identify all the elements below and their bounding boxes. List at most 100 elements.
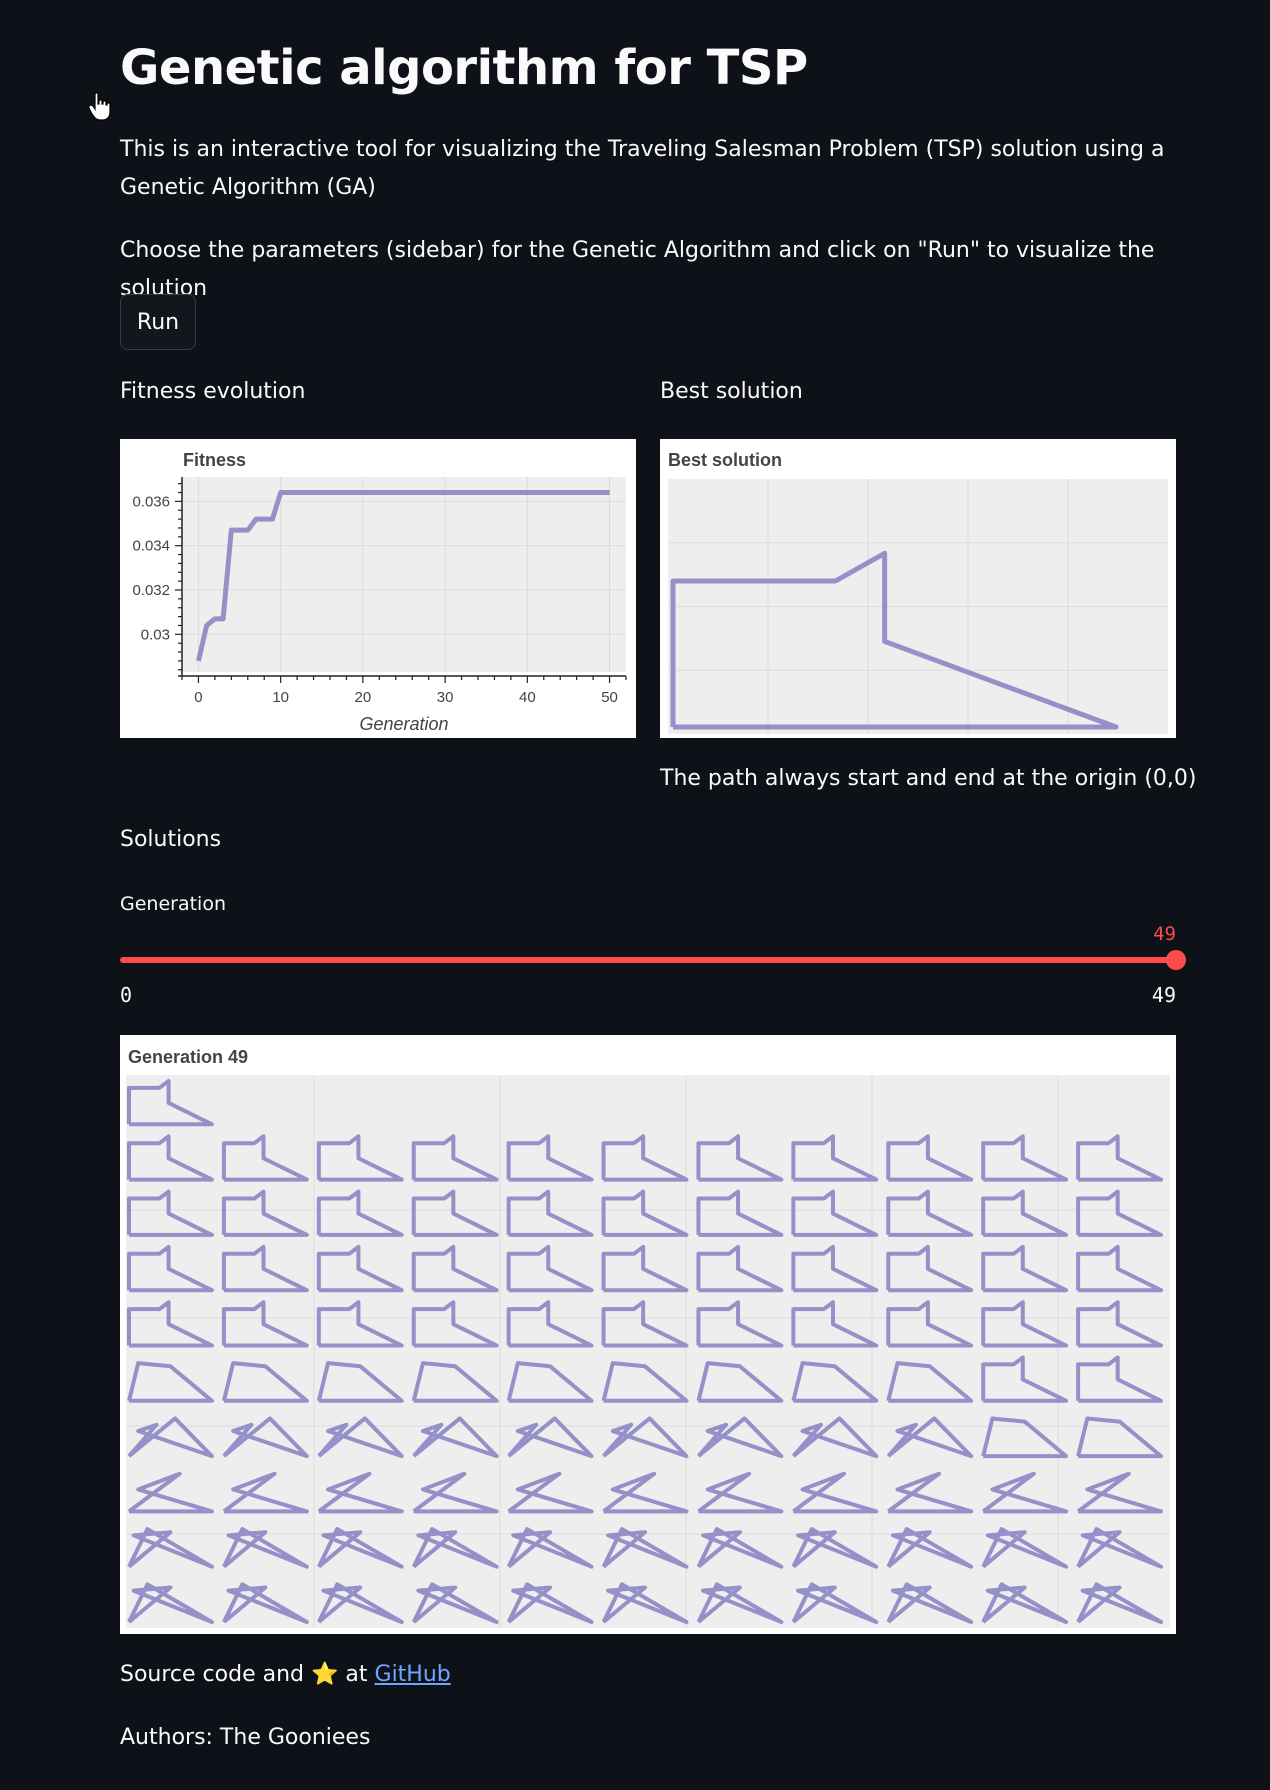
fitness-x-axis-label: Generation bbox=[359, 714, 448, 734]
generation-solution-path bbox=[411, 1361, 499, 1403]
generation-solution-path bbox=[791, 1134, 879, 1182]
source-code-line: Source code and ⭐ at GitHub bbox=[120, 1662, 451, 1687]
generation-grid-chart[interactable]: Generation 49 bbox=[120, 1035, 1176, 1634]
generation-solution-path bbox=[506, 1300, 594, 1348]
generation-solution-path bbox=[886, 1416, 974, 1459]
generation-solution-path bbox=[127, 1134, 214, 1182]
generation-grid-title: Generation 49 bbox=[128, 1047, 248, 1067]
generation-solution-path bbox=[791, 1582, 879, 1624]
generation-slider-thumb[interactable] bbox=[1166, 950, 1186, 970]
generation-solution-path bbox=[127, 1244, 214, 1293]
generation-solution-path bbox=[411, 1189, 499, 1237]
generation-solution-path bbox=[127, 1189, 214, 1237]
fitness-x-tick-label: 0 bbox=[194, 689, 202, 706]
generation-solution-path bbox=[127, 1361, 214, 1403]
best-solution-heading: Best solution bbox=[660, 379, 803, 404]
path-note: The path always start and end at the ori… bbox=[660, 766, 1197, 791]
generation-solution-path bbox=[127, 1527, 214, 1569]
generation-solution-path bbox=[981, 1582, 1069, 1624]
source-prefix: Source code and bbox=[120, 1662, 304, 1687]
best-solution-chart[interactable]: Best solution bbox=[660, 439, 1176, 738]
generation-solution-path bbox=[316, 1189, 404, 1237]
generation-solution-path bbox=[696, 1244, 784, 1293]
best-solution-plot-area bbox=[668, 479, 1168, 734]
generation-solution-path bbox=[696, 1189, 784, 1237]
generation-solution-path bbox=[981, 1189, 1069, 1237]
fitness-y-tick-label: 0.034 bbox=[132, 538, 170, 555]
generation-solution-path bbox=[981, 1244, 1069, 1293]
generation-solution-path bbox=[127, 1079, 214, 1127]
fitness-x-tick-label: 10 bbox=[272, 689, 289, 706]
generation-solution-path bbox=[507, 1471, 594, 1514]
generation-solution-path bbox=[222, 1471, 309, 1514]
fitness-plot-background bbox=[182, 477, 626, 672]
generation-slider-track[interactable] bbox=[120, 957, 1176, 963]
generation-solution-path bbox=[981, 1416, 1069, 1459]
generation-solution-path bbox=[981, 1300, 1069, 1348]
generation-solution-path bbox=[981, 1355, 1069, 1403]
fitness-y-tick-label: 0.032 bbox=[132, 582, 170, 599]
fitness-x-tick-label: 40 bbox=[519, 689, 536, 706]
fitness-x-tick-label: 20 bbox=[355, 689, 372, 706]
slider-min-label: 0 bbox=[120, 983, 133, 1007]
generation-solution-path bbox=[696, 1361, 784, 1403]
generation-solution-path bbox=[792, 1471, 879, 1514]
generation-solution-path bbox=[316, 1300, 404, 1348]
generation-solution-path bbox=[127, 1300, 214, 1348]
generation-grid-plot-area bbox=[126, 1075, 1170, 1628]
generation-solution-path bbox=[507, 1416, 594, 1459]
generation-slider-value: 49 bbox=[1153, 923, 1176, 945]
generation-solution-path bbox=[222, 1416, 309, 1459]
generation-slider-label: Generation bbox=[120, 893, 226, 915]
generation-solution-path bbox=[601, 1527, 689, 1569]
generation-solution-path bbox=[886, 1134, 974, 1182]
fitness-evolution-heading: Fitness evolution bbox=[120, 379, 306, 404]
generation-solution-path bbox=[1076, 1134, 1163, 1182]
generation-solution-path bbox=[886, 1300, 974, 1348]
generation-solution-path bbox=[316, 1244, 404, 1293]
generation-solution-path bbox=[696, 1527, 784, 1569]
generation-solution-path bbox=[601, 1244, 689, 1293]
generation-solution-path bbox=[1076, 1416, 1163, 1459]
source-mid: at bbox=[345, 1662, 368, 1687]
github-link[interactable]: GitHub bbox=[374, 1662, 451, 1687]
generation-solution-path bbox=[411, 1244, 499, 1293]
generation-solution-path bbox=[601, 1361, 689, 1403]
intro-text: This is an interactive tool for visualiz… bbox=[120, 137, 1165, 200]
generation-solution-path bbox=[317, 1416, 404, 1459]
star-icon: ⭐ bbox=[311, 1662, 339, 1687]
generation-solution-path bbox=[886, 1189, 974, 1237]
best-path-line bbox=[670, 550, 1119, 730]
run-button[interactable]: Run bbox=[120, 294, 196, 350]
generation-solution-path bbox=[1076, 1189, 1163, 1237]
generation-solution-path bbox=[221, 1244, 309, 1293]
generation-solution-path bbox=[411, 1527, 499, 1569]
generation-solution-path bbox=[411, 1582, 499, 1624]
best-solution-chart-svg: Best solution bbox=[668, 450, 1168, 734]
generation-solution-path bbox=[317, 1582, 404, 1624]
fitness-chart-title: Fitness bbox=[183, 450, 246, 470]
generation-solution-path bbox=[506, 1244, 594, 1293]
generation-solution-path bbox=[506, 1189, 594, 1237]
generation-solution-path bbox=[221, 1134, 309, 1182]
slider-max-label: 49 bbox=[1151, 983, 1176, 1007]
generation-solution-path bbox=[412, 1416, 499, 1459]
generation-solution-path bbox=[1076, 1527, 1163, 1569]
generation-solution-path bbox=[791, 1189, 879, 1237]
generation-solution-path bbox=[412, 1471, 499, 1514]
generation-solution-path bbox=[1076, 1300, 1163, 1348]
fitness-x-tick-label: 30 bbox=[437, 689, 454, 706]
generation-solution-path bbox=[886, 1582, 974, 1624]
generation-solution-path bbox=[601, 1582, 689, 1624]
generation-solution-path bbox=[1076, 1355, 1163, 1403]
generation-solution-path bbox=[1076, 1244, 1163, 1293]
fitness-series-line bbox=[196, 490, 610, 662]
generation-solution-path bbox=[127, 1582, 214, 1624]
generation-solution-path bbox=[411, 1134, 499, 1182]
generation-solution-path bbox=[602, 1416, 689, 1459]
generation-solution-path bbox=[886, 1244, 974, 1293]
generation-solution-path bbox=[316, 1134, 404, 1182]
generation-solution-path bbox=[506, 1134, 594, 1182]
generation-solution-path bbox=[887, 1471, 974, 1514]
fitness-chart[interactable]: Fitness 0 10 20 30 40 50 0.03 0.032 0.034 0.036 G… bbox=[120, 439, 636, 738]
